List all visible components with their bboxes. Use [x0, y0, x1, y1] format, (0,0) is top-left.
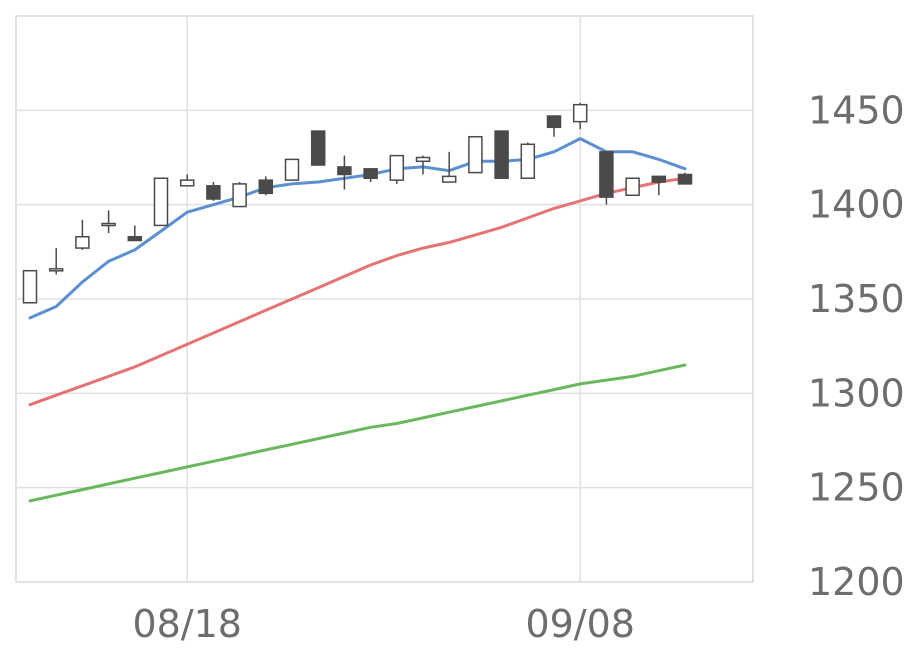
candle-body: [22, 269, 38, 304]
candle-body: [284, 158, 300, 181]
y-tick-label: 1300: [808, 371, 905, 415]
candle-body: [310, 130, 326, 166]
candle: [75, 219, 90, 250]
candle: [337, 155, 352, 190]
y-axis-tick-labels: 1200 1250 1300 1350 1400 1450: [808, 88, 905, 604]
candle: [441, 151, 457, 183]
candle-body: [468, 135, 483, 174]
candle-body: [363, 168, 378, 180]
candle: [284, 158, 300, 181]
candle: [127, 225, 143, 242]
candle: [494, 130, 509, 180]
candle-body: [599, 151, 614, 198]
candle: [625, 177, 640, 196]
candle-body: [127, 235, 143, 242]
y-tick-label: 1200: [808, 560, 905, 604]
candle: [468, 135, 483, 174]
candle-body: [546, 115, 562, 129]
candle-body: [337, 166, 352, 176]
ma-short-line: [28, 137, 687, 320]
ma-mid-line: [28, 176, 687, 407]
y-tick-label: 1400: [808, 183, 905, 227]
candle-body: [48, 268, 64, 272]
candle: [206, 182, 221, 201]
candle: [310, 130, 326, 166]
candle: [389, 154, 405, 184]
candle-body: [179, 179, 195, 187]
candle-body: [232, 183, 247, 208]
candle: [415, 155, 431, 175]
candle-body: [415, 156, 431, 163]
candle: [48, 248, 64, 275]
candle: [101, 210, 116, 233]
candle-body: [494, 130, 509, 180]
candle: [179, 174, 195, 187]
candle: [572, 102, 588, 130]
candle-body: [677, 173, 693, 185]
candle: [599, 151, 614, 205]
candle-body: [651, 175, 667, 183]
candle-body: [258, 179, 274, 195]
candle-body: [75, 235, 90, 249]
candle: [677, 172, 693, 185]
y-tick-label: 1350: [808, 277, 905, 321]
candlesticks: [22, 102, 693, 304]
candle: [232, 182, 247, 208]
candle-body: [153, 177, 169, 227]
candle-body: [101, 222, 116, 227]
ma-long-line: [28, 363, 687, 503]
candle: [153, 177, 169, 227]
candle: [651, 175, 667, 196]
y-tick-label: 1250: [808, 466, 905, 510]
candle-body: [625, 177, 640, 196]
y-gridlines: [16, 109, 753, 489]
candle-body: [572, 103, 588, 123]
x-axis-tick-labels: 08/18 09/08: [132, 602, 635, 646]
moving-average-lines: [28, 137, 687, 503]
candle-body: [441, 175, 457, 183]
y-tick-label: 1450: [808, 88, 905, 132]
x-tick-label: 08/18: [132, 602, 242, 646]
candle-body: [389, 154, 405, 181]
candle: [546, 115, 562, 137]
x-tick-label: 09/08: [525, 602, 635, 646]
candle: [520, 142, 536, 180]
candle: [22, 269, 38, 304]
candle: [363, 168, 378, 183]
candle-body: [206, 185, 221, 200]
candle: [258, 176, 274, 196]
candle-body: [520, 143, 536, 180]
